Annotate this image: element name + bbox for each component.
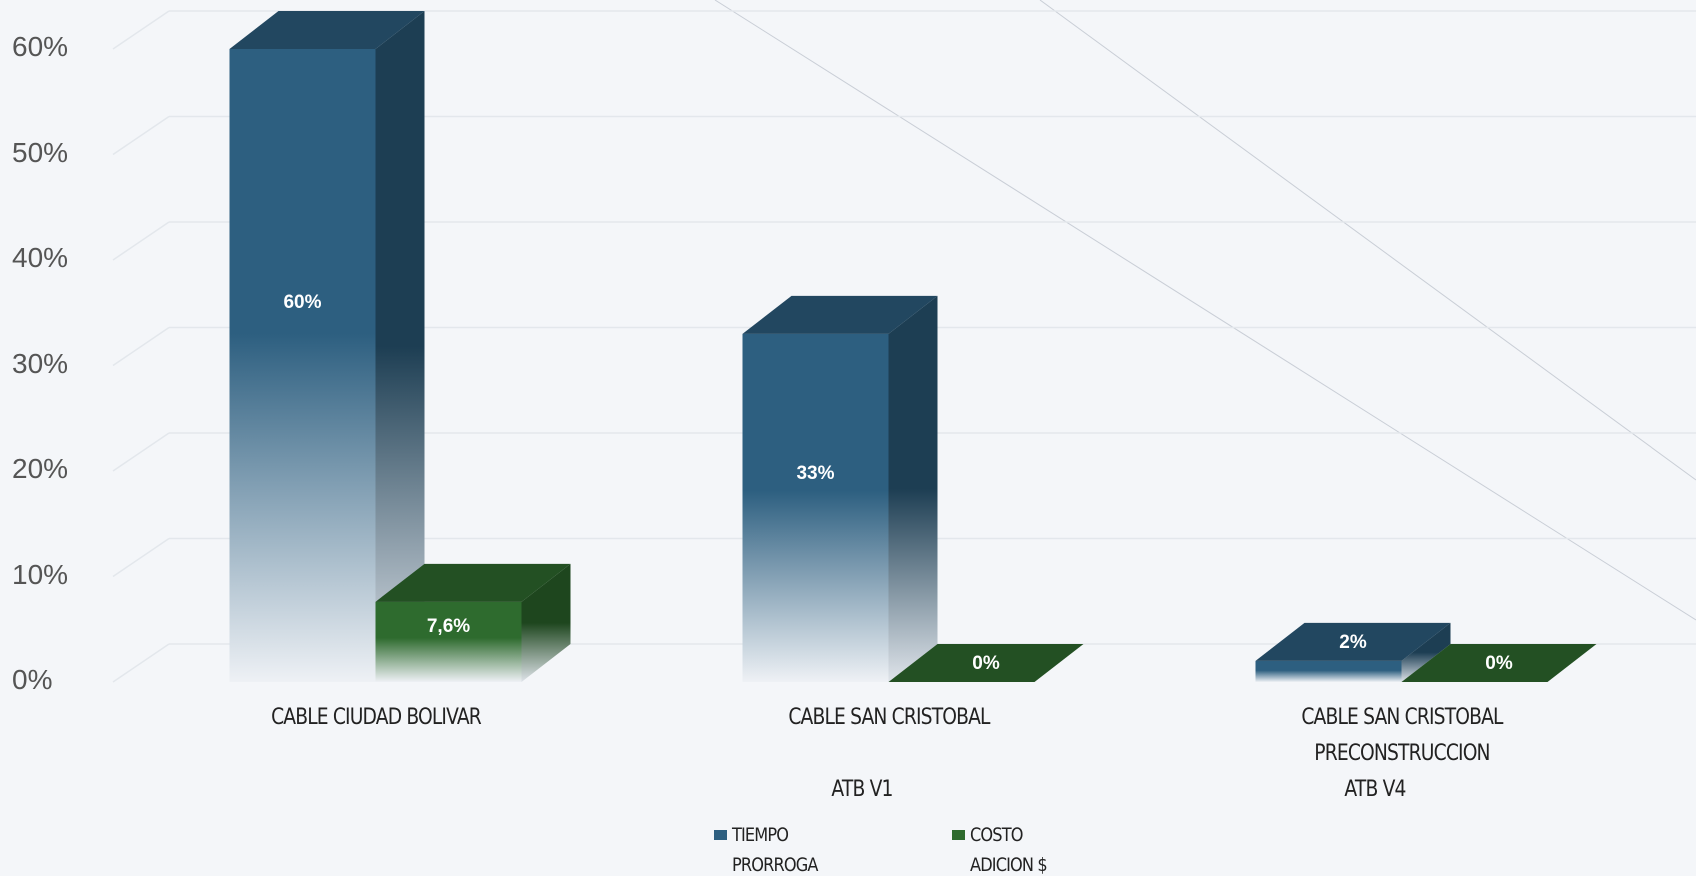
decor-line [1040,0,1696,480]
value-label: 2% [1339,632,1367,653]
y-tick-label: 0% [12,664,102,696]
bar-front [1256,661,1402,682]
legend-label: COSTO ADICION $ [970,820,1064,876]
grid-floor [113,222,169,260]
y-tick-label: 40% [12,242,102,274]
value-label: 0% [972,653,1000,674]
grid-floor [113,117,169,155]
bar-side [889,296,938,682]
chart-root: 60% 7,6% 33% 0% 2% 0% 0% 10% 20% 30% 40% 50% 60% CAB… [0,0,1696,876]
value-label: 0% [1485,653,1513,674]
y-tick-label: 50% [12,137,102,169]
subcategory-label: ATB V1 [777,777,947,802]
y-tick-label: 60% [12,31,102,63]
legend-swatch [952,830,965,840]
legend-swatch [714,830,727,840]
legend-label: TIEMPO PRORROGA [732,820,826,876]
grid-floor [113,539,169,577]
y-tick-label: 20% [12,453,102,485]
subcategory-label: ATB V4 [1290,777,1460,802]
x-tick-label: CABLE SAN CRISTOBAL [753,700,1025,736]
bar-front [230,49,376,682]
grid-floor [113,644,169,682]
y-tick-label: 10% [12,559,102,591]
x-tick-label: CABLE SAN CRISTOBAL PRECONSTRUCCION [1266,700,1538,772]
grid-floor [113,328,169,366]
grid-floor [113,11,169,49]
bar-front [376,602,522,682]
value-label: 60% [283,292,321,313]
bar-front [743,334,889,682]
value-label: 7,6% [427,616,470,637]
y-tick-label: 30% [12,348,102,380]
value-label: 33% [796,463,834,484]
x-tick-label: CABLE CIUDAD BOLIVAR [240,700,512,736]
grid-floor [113,433,169,471]
